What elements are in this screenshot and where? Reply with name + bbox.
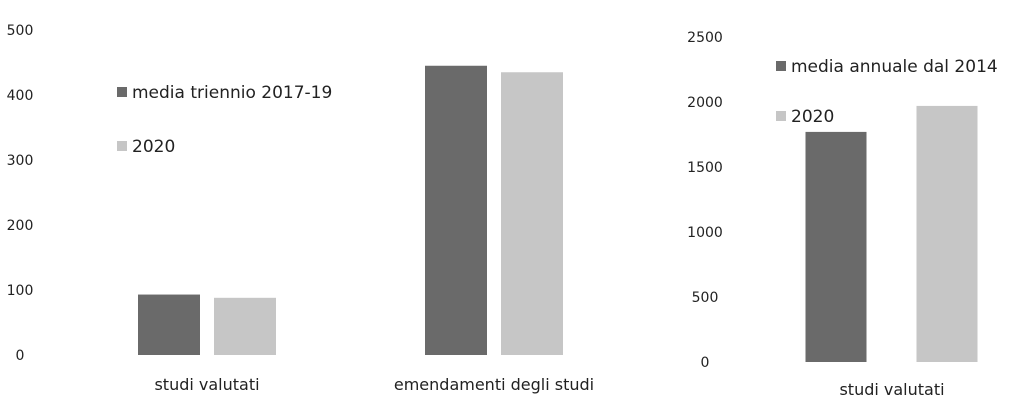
bar bbox=[214, 297, 276, 355]
bar bbox=[501, 72, 563, 355]
legend-swatch bbox=[117, 87, 127, 97]
y-tick-label: 0 bbox=[16, 348, 25, 364]
legend-swatch bbox=[776, 111, 786, 121]
legend-swatch bbox=[776, 61, 786, 71]
y-tick-label: 100 bbox=[7, 283, 34, 299]
y-tick-label: 1000 bbox=[687, 225, 723, 241]
category-label: studi valutati bbox=[154, 375, 259, 394]
category-label: emendamenti degli studi bbox=[394, 375, 594, 394]
y-tick-label: 300 bbox=[7, 153, 34, 169]
bar bbox=[138, 294, 200, 355]
legend-swatch bbox=[117, 141, 127, 151]
bar bbox=[425, 65, 487, 355]
y-tick-label: 1500 bbox=[687, 160, 723, 176]
category-label: studi valutati bbox=[839, 380, 944, 399]
legend-label: 2020 bbox=[791, 107, 834, 127]
y-tick-label: 2500 bbox=[687, 30, 723, 46]
y-tick-label: 2000 bbox=[687, 95, 723, 111]
bar bbox=[805, 131, 867, 362]
y-tick-label: 500 bbox=[692, 290, 719, 306]
legend-label: media annuale dal 2014 bbox=[791, 57, 998, 77]
y-tick-label: 0 bbox=[701, 355, 710, 371]
y-tick-label: 200 bbox=[7, 218, 34, 234]
legend-label: media triennio 2017-19 bbox=[132, 83, 332, 103]
bar bbox=[916, 105, 978, 363]
y-tick-label: 400 bbox=[7, 88, 34, 104]
legend-label: 2020 bbox=[132, 137, 175, 157]
y-tick-label: 500 bbox=[7, 23, 34, 39]
